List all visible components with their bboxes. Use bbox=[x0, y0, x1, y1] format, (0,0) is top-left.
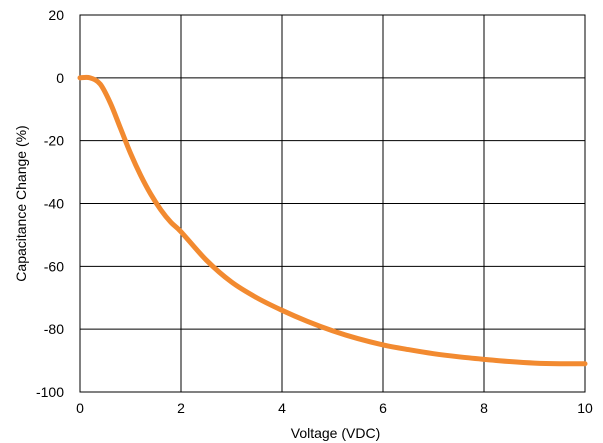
y-tick-label: -80 bbox=[44, 321, 64, 337]
x-tick-label: 10 bbox=[577, 400, 593, 416]
y-tick-label: -20 bbox=[44, 133, 64, 149]
plot-frame bbox=[79, 14, 586, 393]
y-tick-label: 20 bbox=[48, 7, 64, 23]
y-axis-label: Capacitance Change (%) bbox=[13, 125, 29, 281]
x-tick-label: 2 bbox=[177, 400, 185, 416]
y-tick-labels: 20 0 -20 -40 -60 -80 -100 bbox=[36, 7, 64, 400]
y-tick-label: -60 bbox=[44, 258, 64, 274]
x-tick-label: 6 bbox=[379, 400, 387, 416]
x-axis-label: Voltage (VDC) bbox=[291, 425, 380, 441]
series-layer bbox=[77, 74, 588, 367]
x-tick-labels: 0 2 4 6 8 10 bbox=[76, 400, 593, 416]
x-tick-label: 4 bbox=[278, 400, 286, 416]
series-line-0 bbox=[77, 74, 588, 367]
y-tick-label: 0 bbox=[56, 70, 64, 86]
x-tick-label: 8 bbox=[480, 400, 488, 416]
y-tick-label: -100 bbox=[36, 384, 64, 400]
y-tick-label: -40 bbox=[44, 196, 64, 212]
x-tick-label: 0 bbox=[76, 400, 84, 416]
